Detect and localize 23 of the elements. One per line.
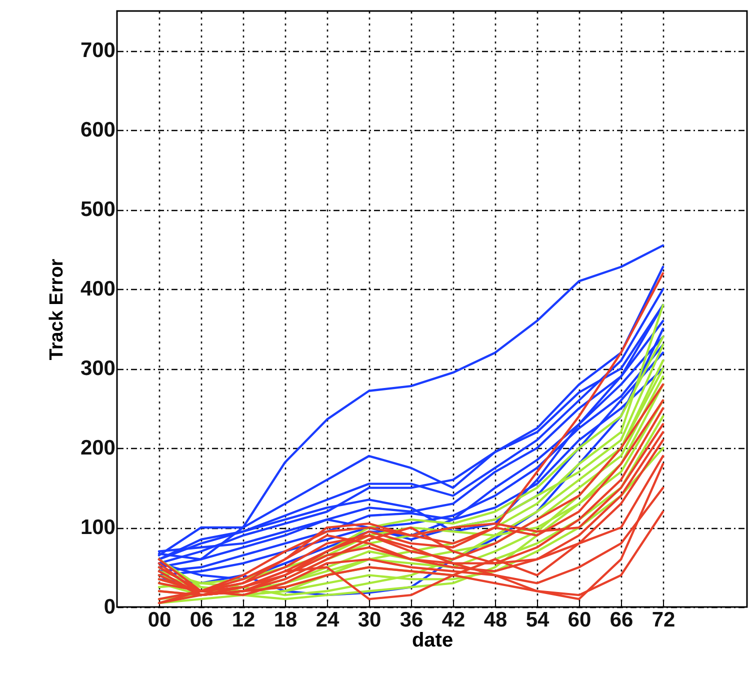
x-tick-label: 06 xyxy=(190,608,214,632)
x-axis-title: date xyxy=(412,630,454,652)
x-tick-label: 24 xyxy=(316,608,340,632)
y-axis-title: Track Error xyxy=(46,258,68,360)
y-tick-label: 600 xyxy=(80,118,116,142)
x-tick-label: 00 xyxy=(148,608,172,632)
y-tick-label: 700 xyxy=(80,39,116,62)
x-tick-label: 54 xyxy=(526,608,550,632)
y-tick-label: 0 xyxy=(104,596,116,618)
x-tick-label: 48 xyxy=(484,608,508,632)
y-tick-label: 100 xyxy=(80,516,116,540)
x-tick-label: 72 xyxy=(652,608,676,632)
x-tick-label: 66 xyxy=(610,608,634,632)
x-tick-label: 12 xyxy=(232,608,256,632)
y-tick-label: 500 xyxy=(80,198,116,222)
x-tick-label: 18 xyxy=(274,608,298,632)
y-tick-label: 400 xyxy=(80,278,116,301)
x-tick-label: 60 xyxy=(568,608,592,632)
x-tick-label: 36 xyxy=(400,608,424,632)
y-tick-label: 300 xyxy=(80,357,116,380)
x-tick-label: 30 xyxy=(358,608,382,632)
x-tick-label: 42 xyxy=(442,608,466,632)
y-tick-label: 200 xyxy=(80,436,116,460)
